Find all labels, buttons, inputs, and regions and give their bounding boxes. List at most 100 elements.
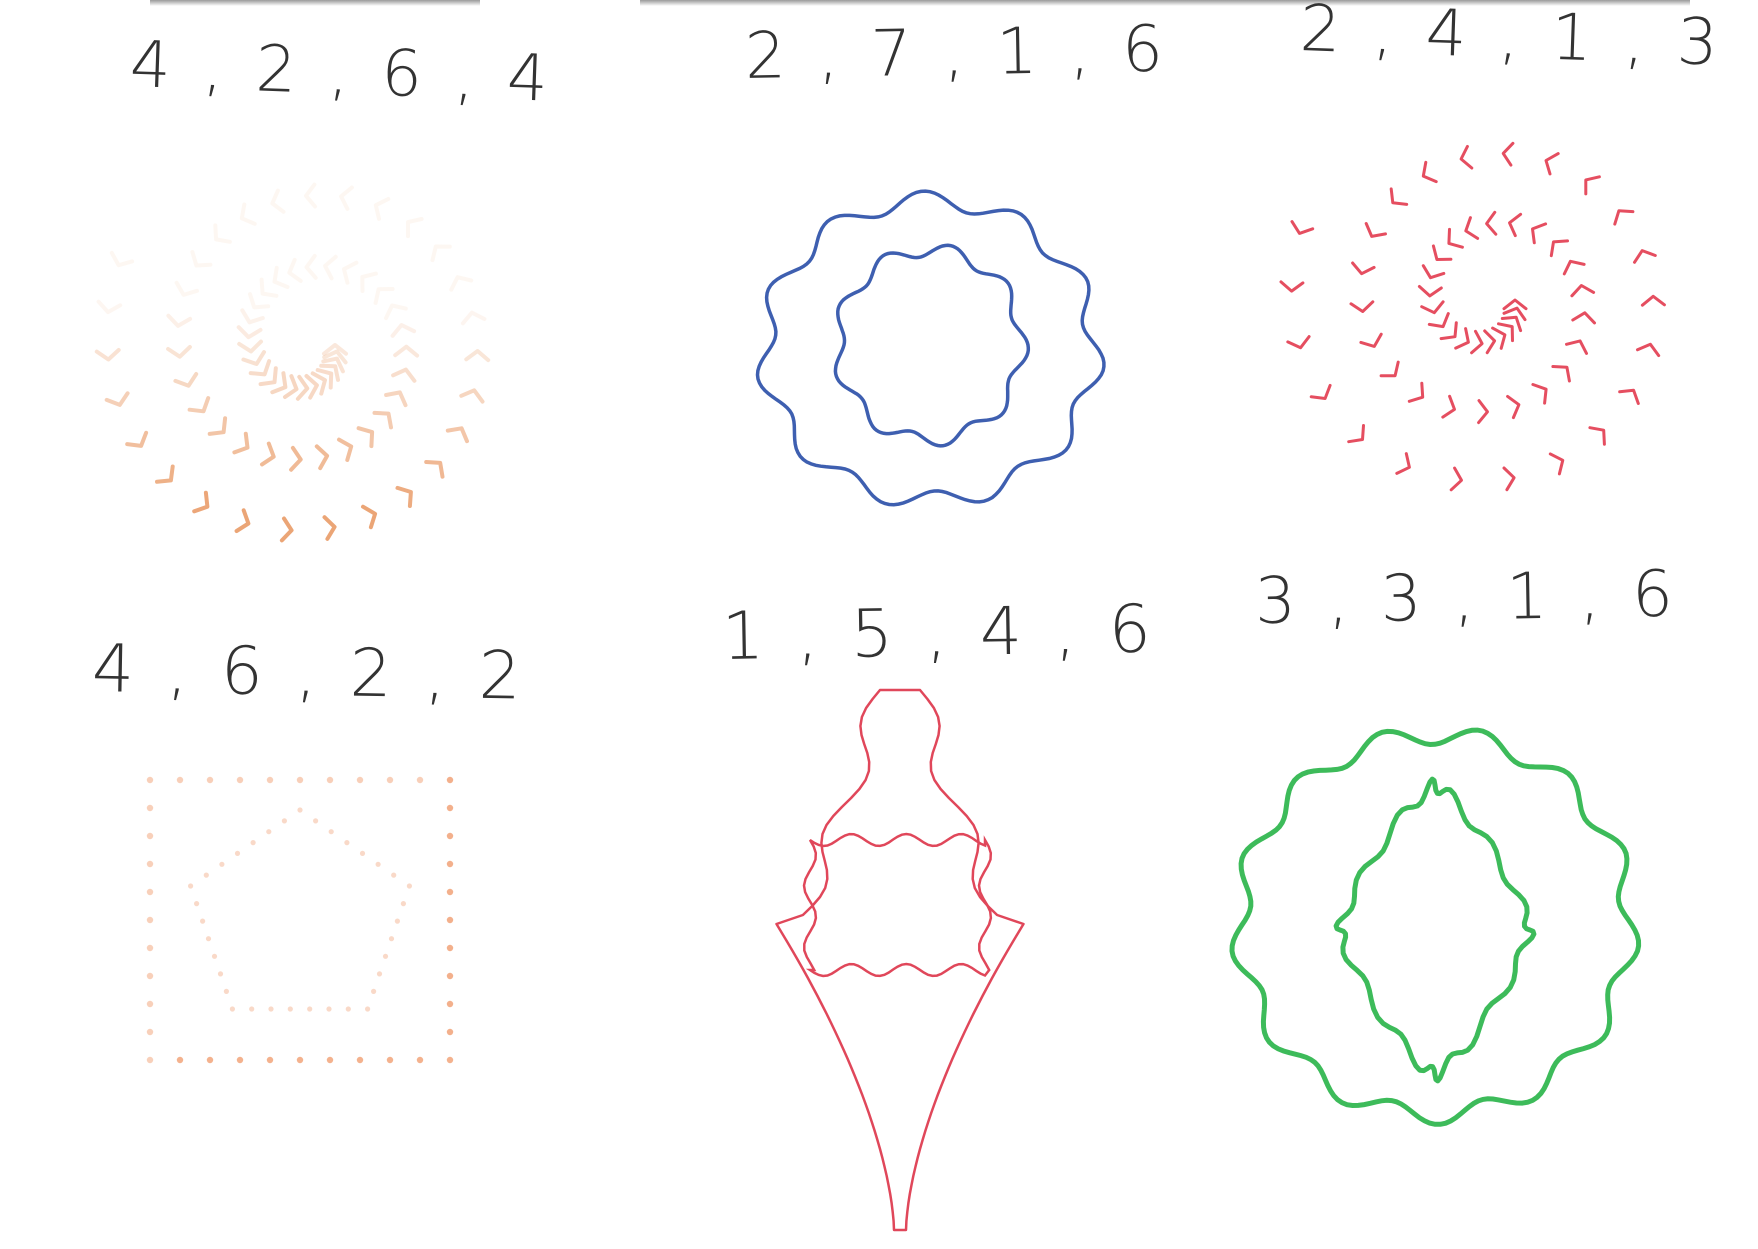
chevron-mark: [1420, 300, 1445, 315]
chevron-mark: [232, 431, 250, 455]
inner-rectangle: [802, 832, 993, 978]
outer-ring: [1229, 727, 1642, 1127]
chevron-mark: [1347, 424, 1365, 444]
pentagon-dot: [313, 818, 319, 824]
card-label: 1 , 5 , 4 , 6: [721, 590, 1158, 675]
chevron-mark: [1497, 322, 1514, 343]
square-dot: [356, 1056, 364, 1064]
pentagon-dot: [194, 901, 200, 907]
chevron-mark: [1449, 466, 1463, 492]
chevron-mark: [319, 363, 340, 382]
chevron-mark: [234, 508, 251, 533]
chevron-mark: [1548, 452, 1565, 476]
square-dot: [146, 888, 154, 896]
pentagon-dot: [211, 953, 218, 959]
pentagon-dot: [188, 883, 194, 889]
pentagon-dot: [376, 971, 383, 977]
square-dot: [446, 804, 454, 812]
chevron-mark: [1565, 339, 1588, 355]
chevron-mark: [323, 254, 338, 281]
chevron-mark: [94, 348, 121, 362]
chevron-mark: [372, 410, 393, 430]
chevron-mark: [393, 344, 420, 358]
chevron-mark: [1309, 383, 1332, 400]
chevron-mark: [207, 416, 228, 436]
chevron-mark: [272, 265, 290, 289]
pentagon-dot: [250, 840, 256, 846]
square-dot: [176, 776, 184, 784]
pentagon-dot: [326, 1006, 332, 1012]
pentagon-dot: [217, 971, 224, 977]
chevron-mark: [287, 257, 303, 283]
chevron-mark: [1500, 315, 1523, 333]
square-dot: [146, 860, 154, 868]
chevron-mark: [1395, 452, 1411, 475]
chevron-mark: [1613, 209, 1635, 226]
chevron-mark: [1485, 210, 1498, 236]
pentagon-dot: [394, 918, 400, 924]
chevron-mark: [1636, 342, 1661, 358]
chevron-mark: [304, 182, 317, 209]
chevron-mark: [1483, 329, 1497, 355]
chevron-mark: [373, 197, 391, 221]
chevron-mark: [337, 437, 354, 462]
outer-ring: [755, 189, 1106, 507]
chevron-mark: [1351, 261, 1376, 276]
chevron-mark: [166, 313, 193, 328]
square-dot: [146, 776, 154, 784]
square-dot: [236, 1056, 244, 1064]
chevron-mark: [1501, 141, 1515, 167]
ornament-outline: [775, 688, 1025, 1232]
chevron-mark: [125, 430, 149, 448]
pentagon-dot: [344, 840, 350, 846]
chevron-mark: [1470, 329, 1484, 355]
chevron-mark: [1633, 249, 1657, 264]
chevron-mark: [240, 308, 265, 325]
wavy-ring-diamond-drawing: [1229, 727, 1642, 1127]
chevron-mark: [361, 504, 378, 530]
chevron-mark: [1506, 394, 1521, 420]
chevron-mark: [279, 516, 294, 543]
card-label: 2 , 4 , 1 , 3: [1298, 0, 1726, 81]
chevron-mark: [1421, 160, 1438, 184]
chevron-mark: [304, 374, 319, 400]
chevron-mark: [1359, 332, 1383, 348]
square-dot: [446, 944, 454, 952]
pentagon-dot: [268, 1006, 274, 1012]
square-dot: [416, 1056, 424, 1064]
chevron-mark: [1588, 426, 1606, 446]
square-dot: [146, 944, 154, 952]
chevron-mark: [445, 426, 469, 444]
chevron-mark: [460, 310, 487, 326]
square-dot: [146, 972, 154, 980]
pentagon-dot: [391, 872, 397, 878]
chevron-mark: [322, 349, 348, 365]
chevron-mark: [1389, 187, 1409, 206]
pentagon-dot: [266, 829, 272, 835]
chevron-mark: [314, 444, 330, 471]
card-label: 4 , 2 , 6 , 4: [128, 28, 556, 117]
pentagon-dot: [328, 829, 334, 835]
pentagon-dot: [229, 1006, 235, 1012]
chevron-mark: [449, 275, 474, 292]
chevron-mark: [237, 339, 263, 354]
chevron-mark: [1439, 321, 1458, 341]
chevron-mark: [190, 250, 213, 268]
square-dot: [446, 860, 454, 868]
square-dot: [386, 1056, 394, 1064]
chevron-mark: [459, 388, 485, 404]
square-dot: [416, 776, 424, 784]
pentagon-dot: [205, 936, 212, 942]
card-label: 4 , 6 , 2 , 2: [91, 630, 528, 715]
chevron-mark: [213, 223, 232, 244]
chevron-mark: [1421, 264, 1446, 280]
pentagon-dot: [297, 807, 303, 813]
chevron-mark: [1491, 326, 1507, 350]
chevron-mark: [1531, 222, 1548, 245]
pentagon-dot: [281, 818, 287, 824]
chevron-mark: [248, 359, 272, 377]
dotted-shapes-drawing: [146, 776, 454, 1064]
chevron-mark: [360, 271, 378, 293]
chevron-mark: [96, 299, 123, 315]
chevron-mark: [1454, 327, 1470, 350]
